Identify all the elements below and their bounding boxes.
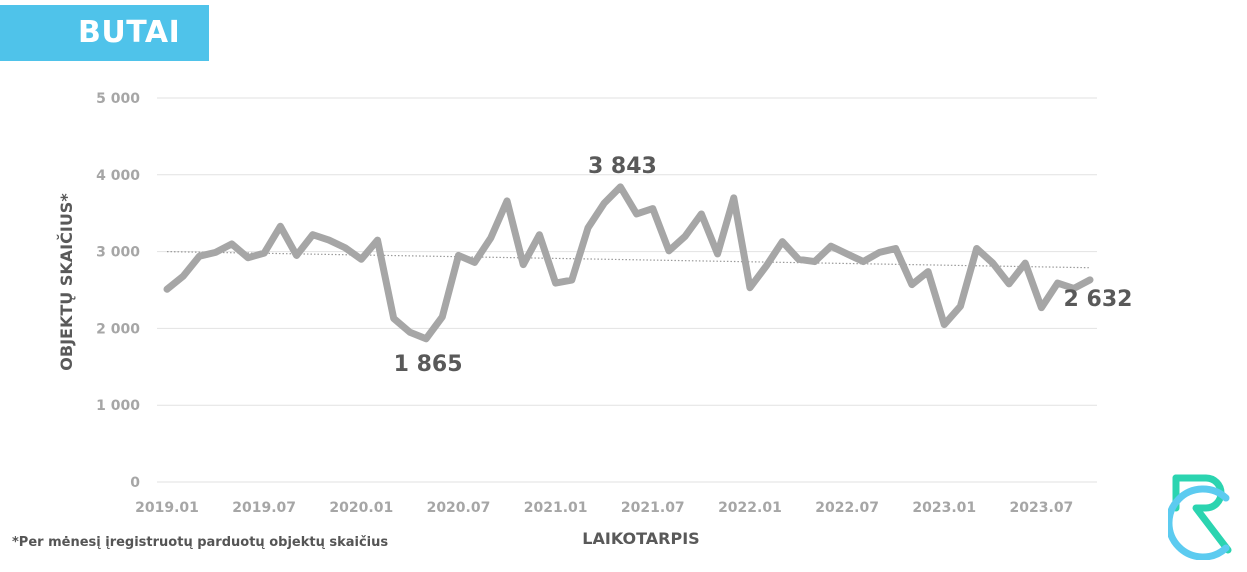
y-axis-label: OBJEKTŲ SKAIČIUS* bbox=[57, 193, 76, 371]
x-tick-label: 2019.01 bbox=[135, 500, 199, 516]
y-tick-label: 3 000 bbox=[96, 245, 140, 261]
x-tick-label: 2023.01 bbox=[912, 500, 976, 516]
data-labels: 1 865 3 843 2 632 bbox=[394, 154, 1133, 377]
y-tick-label: 4 000 bbox=[96, 168, 140, 184]
y-tick-label: 1 000 bbox=[96, 398, 140, 414]
page-title: BUTAI bbox=[0, 5, 209, 61]
data-label: 3 843 bbox=[588, 154, 657, 179]
y-tick-label: 0 bbox=[130, 475, 140, 491]
x-tick-label: 2022.01 bbox=[718, 500, 782, 516]
trendline bbox=[166, 251, 1091, 269]
x-tick-label: 2023.07 bbox=[1010, 500, 1074, 516]
gridlines bbox=[157, 97, 1097, 483]
footnote: *Per mėnesį įregistruotų parduotų objekt… bbox=[12, 535, 389, 550]
y-axis-ticks: 0 1 000 2 000 3 000 4 000 5 000 bbox=[96, 91, 140, 491]
x-tick-label: 2020.07 bbox=[427, 500, 491, 516]
x-axis-label: LAIKOTARPIS bbox=[582, 529, 699, 548]
rc-logo-icon bbox=[1168, 474, 1232, 560]
y-tick-label: 5 000 bbox=[96, 91, 140, 107]
x-tick-label: 2021.07 bbox=[621, 500, 685, 516]
data-label: 1 865 bbox=[394, 352, 463, 377]
x-tick-label: 2022.07 bbox=[815, 500, 879, 516]
x-tick-label: 2021.01 bbox=[524, 500, 588, 516]
data-label: 2 632 bbox=[1064, 287, 1133, 312]
x-axis-ticks: 2019.01 2019.07 2020.01 2020.07 2021.01 2021.… bbox=[135, 500, 1073, 516]
x-tick-label: 2020.01 bbox=[329, 500, 393, 516]
series-line bbox=[163, 183, 1094, 343]
y-tick-label: 2 000 bbox=[96, 321, 140, 337]
x-tick-label: 2019.07 bbox=[232, 500, 296, 516]
